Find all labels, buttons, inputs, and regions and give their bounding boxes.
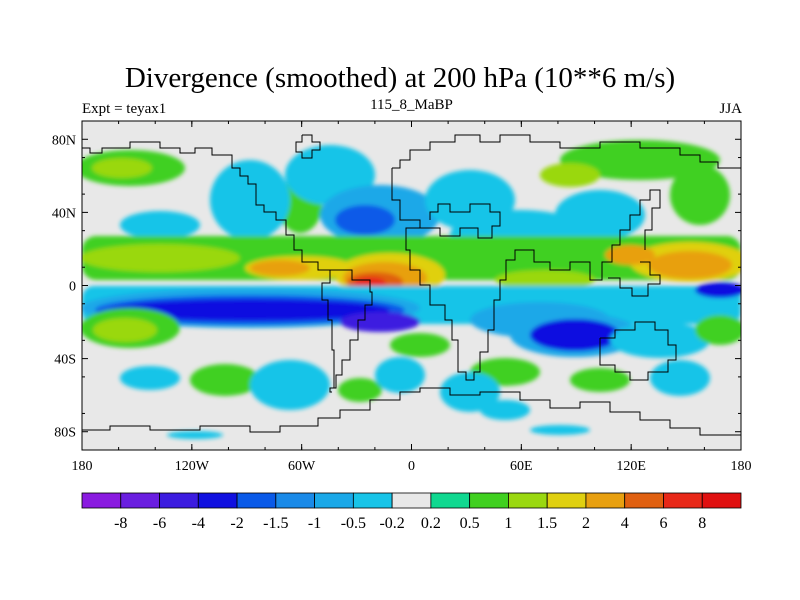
- colorbar-label: 4: [621, 515, 629, 532]
- field-patch: [120, 211, 200, 239]
- field-patch: [92, 158, 152, 178]
- y-tick-label: 0: [69, 280, 76, 295]
- coastline-south-america: [329, 269, 373, 393]
- coastline-greenland: [295, 134, 321, 159]
- field-patch: [93, 318, 157, 342]
- field-patch: [495, 270, 595, 290]
- coastline-maritime: [608, 261, 661, 297]
- field-patch: [210, 160, 290, 240]
- field-patch: [670, 165, 730, 225]
- colorbar-label: -1.5: [263, 515, 288, 532]
- field-patch: [340, 312, 420, 332]
- field-patch: [530, 319, 620, 351]
- colorbar-label: 6: [659, 515, 667, 532]
- field-patch: [650, 360, 710, 396]
- coastline-eurasia: [392, 134, 741, 169]
- colorbar-swatch: [352, 492, 393, 509]
- field-patch: [110, 299, 390, 321]
- colorbar-swatch: [585, 492, 626, 509]
- field-patch: [555, 190, 645, 240]
- field-patch: [250, 360, 330, 410]
- colorbar-label: -2: [230, 515, 243, 532]
- coastline-asia-south: [520, 189, 661, 281]
- y-tick-label: 80S: [54, 426, 76, 441]
- experiment-label: Expt = teyax1: [82, 101, 167, 117]
- field-patch: [167, 431, 223, 439]
- axes: 180 120W 60W 0 60E 120E 180 80N 40N 0 40S 80S: [52, 120, 752, 474]
- coastline-australia: [599, 321, 677, 381]
- x-tick-label: 60E: [510, 459, 533, 474]
- colorbar-label: 1.5: [537, 515, 557, 532]
- field-patch: [190, 364, 260, 396]
- field-patch: [120, 366, 180, 390]
- field-patch: [648, 251, 732, 279]
- field-patch: [570, 368, 630, 392]
- colorbar-swatch: [159, 492, 199, 509]
- colorbar-swatch: [275, 492, 315, 509]
- colorbar-swatch: [508, 492, 548, 509]
- field-patch: [338, 378, 382, 402]
- field-patch: [375, 357, 425, 393]
- colorbar-swatch: [430, 492, 471, 509]
- field-patch: [530, 425, 590, 435]
- y-tick-label: 40S: [54, 353, 76, 368]
- field-patch: [540, 163, 600, 187]
- field-patch: [390, 333, 450, 357]
- field-patch: [82, 244, 240, 272]
- colorbar-label: -4: [192, 515, 205, 532]
- coastline-antarctica: [300, 387, 741, 436]
- colorbar-swatch: [120, 492, 160, 509]
- coastline-mediterranean: [420, 203, 501, 239]
- colorbar-label: -1: [308, 515, 321, 532]
- y-tick-label: 80N: [52, 133, 76, 148]
- field-patch: [440, 372, 500, 412]
- chart-title: Divergence (smoothed) at 200 hPa (10**6 …: [124, 62, 676, 94]
- colorbar-swatch: [197, 492, 238, 509]
- field-patch: [695, 315, 741, 345]
- field-layer: [82, 140, 741, 439]
- colorbar-label: -0.5: [341, 515, 366, 532]
- colorbar: -8 -6 -4 -2 -1.5 -1 -0.5 -0.2 0.2 0.5 1 1.5 2 4 6 8: [81, 492, 742, 532]
- colorbar-swatch: [81, 492, 122, 509]
- field-patch: [335, 205, 395, 235]
- colorbar-label: 2: [582, 515, 590, 532]
- field-patch: [480, 400, 530, 420]
- colorbar-label: 1: [504, 515, 512, 532]
- field-patch: [610, 322, 710, 358]
- colorbar-swatch: [701, 492, 742, 509]
- field-patch: [605, 245, 655, 265]
- colorbar-swatch: [546, 492, 587, 509]
- x-tick-label: 180: [731, 459, 752, 474]
- field-patch: [250, 260, 310, 276]
- x-tick-label: 120W: [175, 459, 210, 474]
- period-label: 115_8_MaBP: [370, 97, 453, 113]
- colorbar-swatch: [624, 492, 664, 509]
- coastline-antarctica-west: [82, 425, 300, 433]
- colorbar-label: 8: [698, 515, 706, 532]
- colorbar-label: -8: [114, 515, 127, 532]
- coastline-north-america: [82, 141, 330, 271]
- coastlines: [82, 134, 741, 436]
- colorbar-swatch: [391, 492, 432, 509]
- colorbar-swatch: [469, 492, 509, 509]
- colorbar-label: 0.5: [460, 515, 480, 532]
- colorbar-swatch: [314, 492, 354, 509]
- x-tick-label: 180: [72, 459, 93, 474]
- coastline-europe-africa: [391, 168, 520, 381]
- coastline-south-america-west: [321, 270, 335, 388]
- y-tick-label: 40N: [52, 206, 76, 221]
- colorbar-swatch: [236, 492, 277, 509]
- colorbar-label: -0.2: [379, 515, 404, 532]
- season-label: JJA: [719, 101, 742, 117]
- colorbar-label: 0.2: [421, 515, 441, 532]
- x-tick-label: 60W: [288, 459, 316, 474]
- colorbar-label: -6: [153, 515, 166, 532]
- colorbar-swatch: [663, 492, 703, 509]
- field-patch: [695, 282, 741, 298]
- x-tick-label: 0: [408, 459, 415, 474]
- x-tick-label: 120E: [616, 459, 646, 474]
